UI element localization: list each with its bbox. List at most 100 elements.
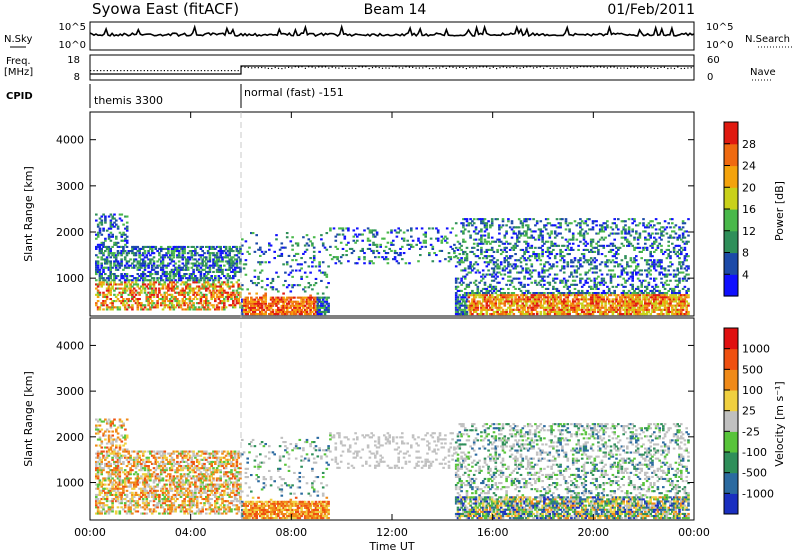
range-gate-cell — [299, 307, 302, 309]
range-gate-cell — [234, 273, 237, 275]
range-gate-cell — [295, 259, 298, 261]
range-gate-cell — [255, 242, 258, 244]
range-gate-cell — [648, 272, 651, 274]
range-gate-cell — [527, 272, 530, 274]
range-gate-cell — [500, 300, 503, 302]
range-gate-cell — [502, 220, 505, 222]
range-gate-cell — [579, 241, 582, 243]
range-gate-cell — [263, 309, 266, 311]
range-gate-cell — [455, 235, 458, 237]
range-gate-cell — [561, 237, 564, 239]
range-gate-cell — [514, 233, 517, 235]
nave-dot — [600, 66, 601, 67]
range-gate-cell — [182, 267, 185, 269]
range-gate-cell — [304, 245, 307, 247]
range-gate-cell — [225, 246, 228, 248]
range-gate-cell — [111, 286, 114, 288]
range-gate-cell — [579, 274, 582, 276]
range-gate-cell — [675, 300, 678, 302]
range-gate-cell — [687, 274, 690, 276]
range-gate-cell — [469, 272, 472, 274]
range-gate-cell — [466, 253, 469, 255]
range-gate-cell — [621, 230, 624, 232]
range-gate-cell — [149, 254, 152, 256]
range-gate-cell — [102, 508, 105, 510]
range-gate-cell — [657, 298, 660, 300]
range-gate-cell — [460, 284, 463, 286]
range-gate-cell — [113, 222, 116, 224]
range-gate-cell — [495, 300, 498, 302]
range-gate-cell — [97, 234, 100, 236]
range-gate-cell — [653, 292, 656, 294]
range-gate-cell — [408, 262, 411, 264]
range-gate-cell — [144, 288, 147, 290]
range-gate-cell — [595, 272, 598, 274]
range-gate-cell — [353, 229, 356, 231]
range-gate-cell — [167, 252, 170, 254]
range-gate-cell — [254, 276, 257, 278]
range-gate-cell — [509, 243, 512, 245]
range-gate-cell — [556, 261, 559, 263]
range-gate-cell — [457, 257, 460, 259]
range-gate-cell — [585, 296, 588, 298]
range-gate-cell — [209, 267, 212, 269]
range-gate-cell — [455, 305, 458, 307]
range-gate-cell — [522, 222, 525, 224]
range-gate-cell — [396, 252, 399, 254]
range-gate-cell — [504, 269, 507, 271]
range-gate-cell — [664, 228, 667, 230]
range-gate-cell — [615, 311, 618, 313]
range-gate-cell — [300, 309, 303, 311]
range-gate-cell — [297, 301, 300, 303]
range-gate-cell — [633, 220, 636, 222]
nave-dot — [114, 70, 115, 71]
range-gate-cell — [475, 296, 478, 298]
range-gate-cell — [495, 303, 498, 305]
range-gate-cell — [640, 284, 643, 286]
range-gate-cell — [619, 276, 622, 278]
range-gate-cell — [311, 311, 314, 313]
range-gate-cell — [477, 305, 480, 307]
range-gate-cell — [648, 267, 651, 269]
range-gate-cell — [255, 234, 258, 236]
range-gate-cell — [621, 259, 624, 261]
range-gate-cell — [424, 236, 427, 238]
range-gate-cell — [583, 257, 586, 259]
range-gate-cell — [457, 286, 460, 288]
range-gate-cell — [471, 224, 474, 226]
range-gate-cell — [581, 286, 584, 288]
range-gate-cell — [495, 286, 498, 288]
range-gate-cell — [685, 292, 688, 294]
range-gate-cell — [594, 280, 597, 282]
range-gate-cell — [527, 224, 530, 226]
range-gate-cell — [603, 284, 606, 286]
range-gate-cell — [511, 311, 514, 313]
range-gate-cell — [315, 278, 318, 280]
range-gate-cell — [158, 252, 161, 254]
range-gate-cell — [480, 241, 483, 243]
range-gate-cell — [286, 232, 289, 234]
range-gate-cell — [604, 305, 607, 307]
range-gate-cell — [147, 250, 150, 252]
range-gate-cell — [219, 277, 222, 279]
range-gate-cell — [586, 233, 589, 235]
range-gate-cell — [194, 263, 197, 265]
range-gate-cell — [178, 260, 181, 262]
range-gate-cell — [644, 237, 647, 239]
range-gate-cell — [183, 296, 186, 298]
range-gate-cell — [471, 251, 474, 253]
range-gate-cell — [209, 269, 212, 271]
range-gate-cell — [441, 250, 444, 252]
range-gate-cell — [500, 307, 503, 309]
range-gate-cell — [660, 245, 663, 247]
range-gate-cell — [288, 274, 291, 276]
range-gate-cell — [570, 272, 573, 274]
range-gate-cell — [167, 250, 170, 252]
range-gate-cell — [563, 286, 566, 288]
range-gate-cell — [455, 265, 458, 267]
range-gate-cell — [612, 269, 615, 271]
range-gate-cell — [486, 243, 489, 245]
range-gate-cell — [176, 288, 179, 290]
range-gate-cell — [230, 258, 233, 260]
range-gate-cell — [523, 284, 526, 286]
